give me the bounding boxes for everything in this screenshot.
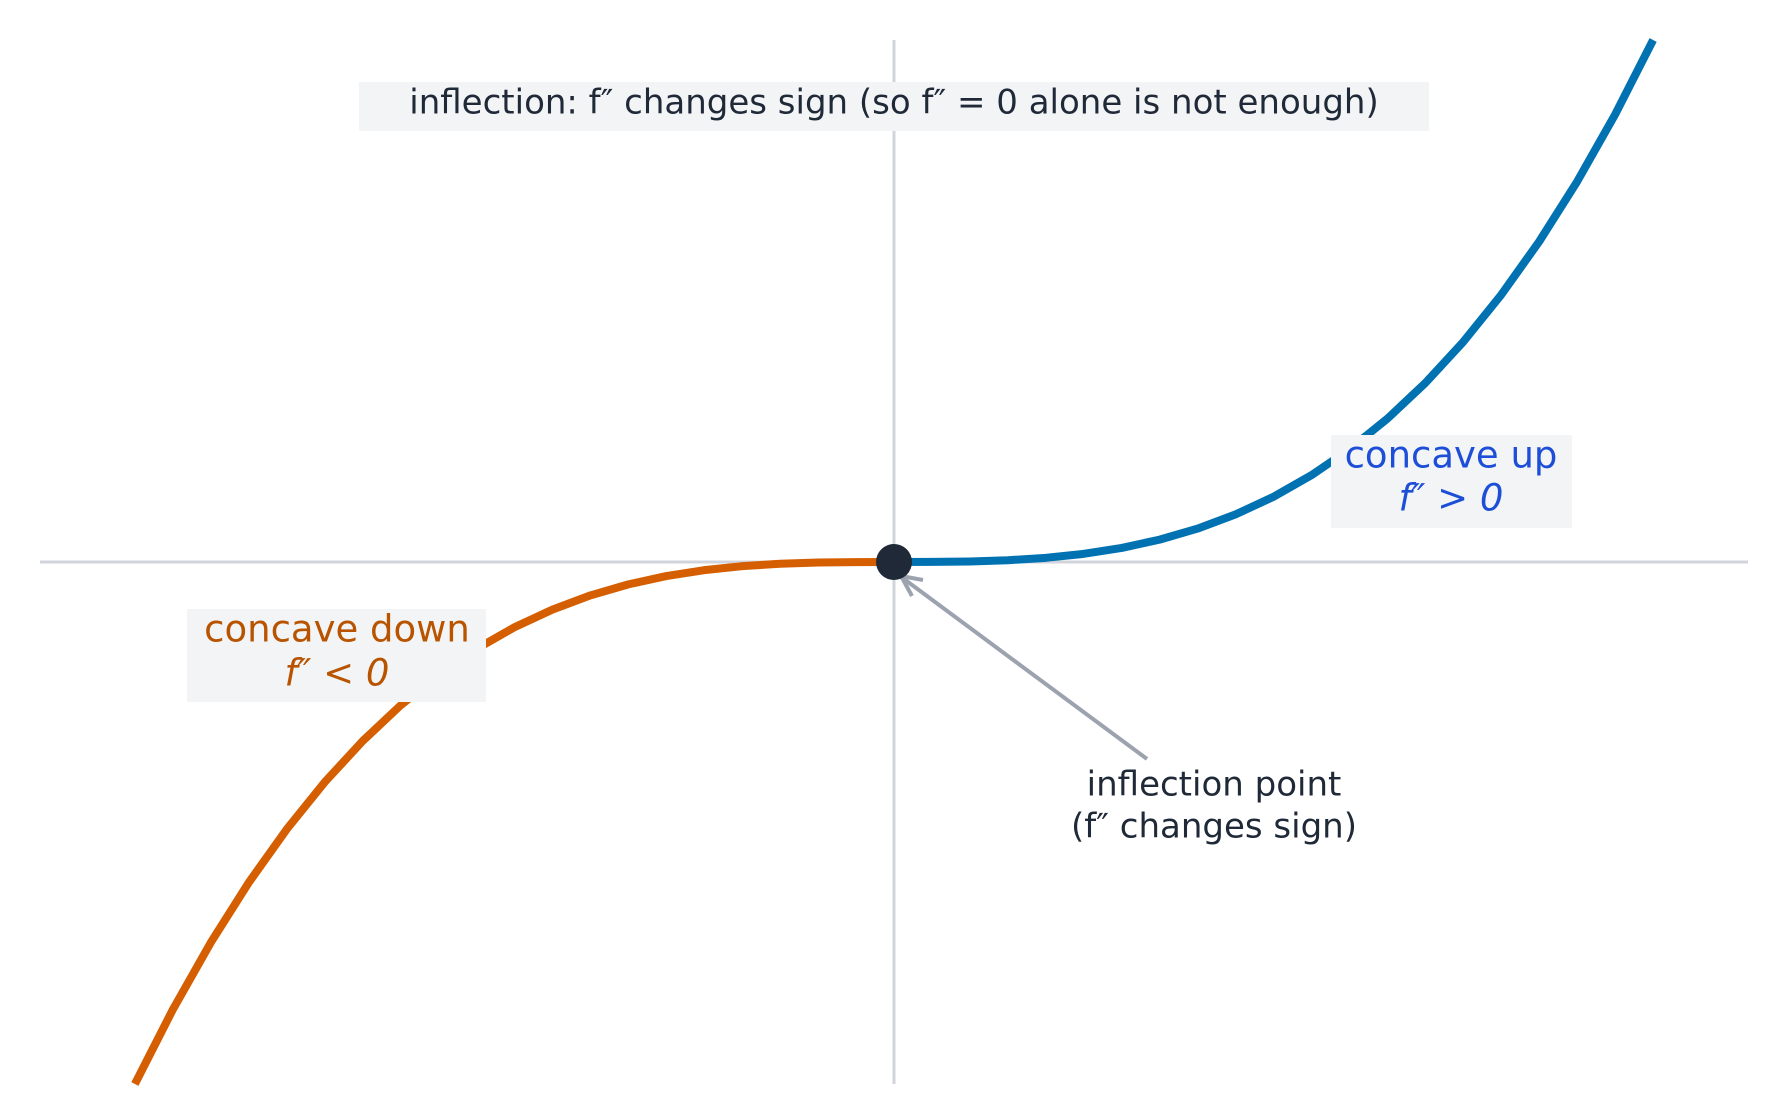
point-layer xyxy=(876,544,912,580)
curve xyxy=(893,38,1657,566)
chart-title: inflection: f″ changes sign (so f″ = 0 a… xyxy=(409,83,1378,123)
inflection-point xyxy=(876,544,912,580)
label-box xyxy=(187,609,486,702)
annotation: f″ > 0 xyxy=(1399,477,1504,520)
arrow xyxy=(902,577,1149,761)
label-box xyxy=(1331,435,1572,528)
annotation: concave up xyxy=(1345,434,1558,477)
annotation: concave down xyxy=(204,608,470,651)
curves xyxy=(131,38,1657,1086)
annotation: f″ < 0 xyxy=(285,652,390,695)
annotation: (f″ changes sign) xyxy=(1071,807,1357,847)
title-box xyxy=(359,82,1429,131)
curve xyxy=(131,558,895,1086)
annotation: inflection point xyxy=(1087,765,1342,805)
